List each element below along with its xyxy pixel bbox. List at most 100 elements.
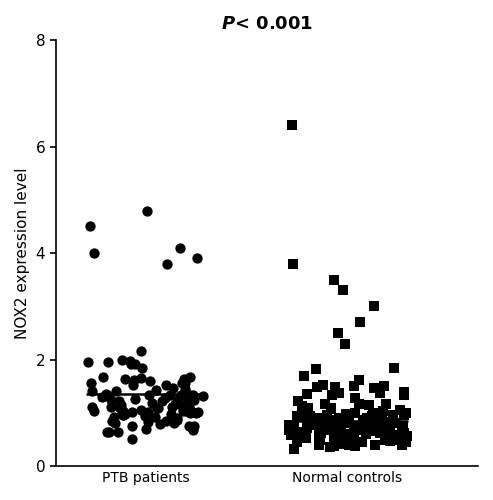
Point <box>400 411 408 419</box>
Point <box>325 424 333 432</box>
Point <box>399 430 407 438</box>
Point <box>300 428 308 436</box>
Point <box>287 431 295 439</box>
Point <box>382 400 390 408</box>
Point <box>338 414 346 422</box>
Title: $\bfit{P}$< 0.001: $\bfit{P}$< 0.001 <box>221 15 313 33</box>
Point <box>396 406 404 414</box>
Point <box>185 402 193 410</box>
Point <box>302 410 310 418</box>
Point <box>189 392 197 400</box>
Point <box>119 408 127 416</box>
Point <box>307 420 315 428</box>
Point <box>315 426 323 434</box>
Point <box>335 388 343 396</box>
Point <box>389 411 397 419</box>
Point <box>351 426 358 434</box>
Point <box>118 410 126 418</box>
Point <box>388 418 396 426</box>
Point <box>285 420 293 428</box>
Point <box>380 419 387 427</box>
Point <box>326 443 334 451</box>
Point <box>331 416 339 424</box>
Point <box>104 428 111 436</box>
Point <box>320 416 328 424</box>
Point <box>298 402 306 410</box>
Point <box>335 422 343 430</box>
Point <box>386 428 393 436</box>
Point <box>359 416 367 424</box>
Point <box>347 440 354 448</box>
Point <box>342 410 350 418</box>
Point <box>142 426 150 434</box>
Point <box>143 206 151 214</box>
Point <box>107 396 115 404</box>
Point <box>328 391 336 399</box>
Point <box>170 419 177 427</box>
Point <box>121 375 129 383</box>
Point <box>312 364 320 372</box>
Point <box>341 340 349 347</box>
Point <box>292 430 300 438</box>
Point <box>287 122 295 130</box>
Point <box>145 392 153 400</box>
Point <box>334 329 342 337</box>
Point <box>303 434 311 442</box>
Point <box>339 286 347 294</box>
Point <box>376 414 384 422</box>
Point <box>107 403 115 411</box>
Point <box>127 360 135 368</box>
Point <box>118 356 126 364</box>
Point <box>99 374 106 382</box>
Point <box>126 357 134 365</box>
Point <box>178 402 186 410</box>
Point <box>351 442 359 450</box>
Point <box>185 372 193 380</box>
Point <box>400 388 408 396</box>
Point <box>192 408 200 416</box>
Point <box>398 426 406 434</box>
Point <box>330 276 338 284</box>
Point <box>371 426 379 434</box>
Point <box>343 416 351 424</box>
Point <box>186 409 194 417</box>
Point <box>362 430 370 438</box>
Point <box>315 414 322 422</box>
Point <box>330 426 338 434</box>
Point <box>143 408 151 416</box>
Point <box>108 416 116 424</box>
Point <box>307 422 315 430</box>
Point <box>352 394 359 402</box>
Point <box>367 428 375 436</box>
Point <box>190 396 198 404</box>
Point <box>153 404 161 412</box>
Point <box>110 414 118 422</box>
Point <box>193 254 201 262</box>
Point <box>370 417 378 425</box>
Point <box>400 390 408 398</box>
Point <box>392 419 400 427</box>
Point <box>130 376 138 384</box>
Point <box>179 400 187 408</box>
Point <box>337 414 345 422</box>
Point <box>368 412 376 420</box>
Point <box>112 387 120 395</box>
Point <box>141 412 149 420</box>
Point <box>343 418 351 426</box>
Point <box>312 421 319 429</box>
Point <box>379 408 387 416</box>
Point <box>114 428 122 436</box>
Point <box>181 380 189 388</box>
Point <box>194 408 202 416</box>
Point <box>293 438 301 446</box>
Point <box>340 440 348 448</box>
Point <box>374 422 382 430</box>
Point <box>90 407 98 415</box>
Point <box>90 249 98 257</box>
Point <box>151 413 159 421</box>
Point <box>387 437 394 445</box>
Point <box>352 422 359 430</box>
Point <box>388 432 396 440</box>
Point <box>330 424 338 432</box>
Point <box>369 410 377 418</box>
